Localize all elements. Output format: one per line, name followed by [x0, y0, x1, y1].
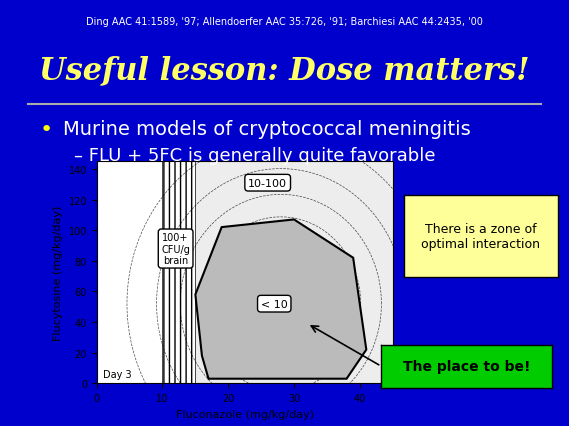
Y-axis label: Flucytosine (mg/kg/day): Flucytosine (mg/kg/day)	[53, 205, 63, 340]
Text: 10-100: 10-100	[248, 178, 287, 188]
Text: < 10: < 10	[261, 299, 288, 309]
Text: There is a zone of
optimal interaction: There is a zone of optimal interaction	[421, 222, 541, 250]
Polygon shape	[195, 162, 393, 383]
Text: 100+
CFU/g
brain: 100+ CFU/g brain	[161, 233, 190, 265]
Text: Ding AAC 41:1589, '97; Allendoerfer AAC 35:726, '91; Barchiesi AAC 44:2435, '00: Ding AAC 41:1589, '97; Allendoerfer AAC …	[86, 17, 483, 27]
Text: Day 3: Day 3	[104, 369, 132, 379]
Text: •: •	[40, 119, 53, 139]
X-axis label: Fluconazole (mg/kg/day): Fluconazole (mg/kg/day)	[176, 409, 314, 419]
Text: Murine models of cryptococcal meningitis: Murine models of cryptococcal meningitis	[63, 119, 471, 138]
Text: – FLU + 5FC is generally quite favorable: – FLU + 5FC is generally quite favorable	[74, 147, 435, 165]
Polygon shape	[195, 220, 366, 379]
Polygon shape	[163, 162, 195, 383]
Text: The place to be!: The place to be!	[403, 360, 530, 373]
Text: Useful lesson: Dose matters!: Useful lesson: Dose matters!	[39, 55, 530, 86]
